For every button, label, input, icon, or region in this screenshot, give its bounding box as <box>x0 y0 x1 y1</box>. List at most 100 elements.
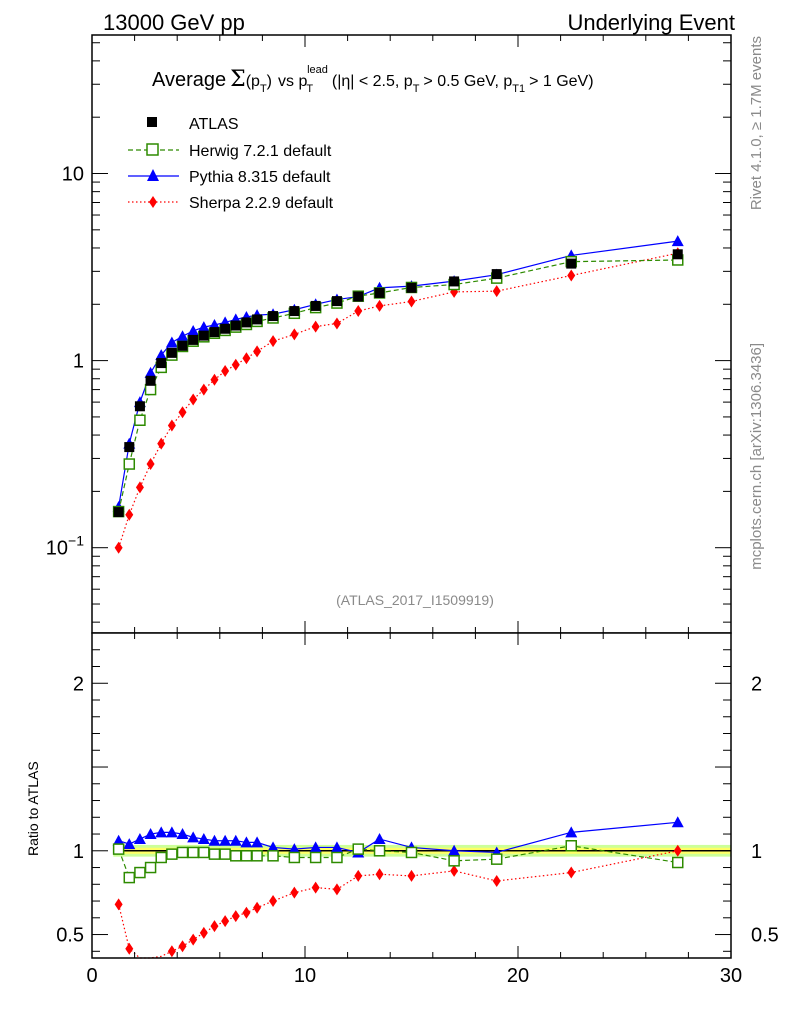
point-pythia <box>165 826 178 838</box>
title-average: Average <box>152 69 226 91</box>
legend-sherpa-label: Sherpa 2.2.9 default <box>189 195 334 212</box>
point-atlas <box>145 375 156 386</box>
point-atlas <box>166 347 177 358</box>
point-sherpa <box>253 345 262 358</box>
point-atlas <box>289 306 300 317</box>
ratio-y-tick-label-right: 2 <box>751 673 762 695</box>
point-pythia <box>155 349 168 361</box>
series-herwig <box>112 840 684 884</box>
x-tick-label: 10 <box>294 965 316 987</box>
point-atlas <box>374 287 385 298</box>
point-sherpa <box>242 352 251 365</box>
point-pythia <box>187 324 200 336</box>
point-pythia <box>176 828 189 840</box>
title-t-sub: T <box>260 83 267 95</box>
point-herwig <box>309 851 322 864</box>
point-herwig <box>112 843 125 855</box>
point-herwig <box>373 845 386 857</box>
point-sherpa <box>354 305 363 318</box>
ratio-y-tick-label-left: 2 <box>73 673 84 695</box>
x-tick-label: 0 <box>86 965 97 987</box>
point-sherpa <box>407 869 416 882</box>
point-herwig <box>267 850 279 862</box>
ratio-panel <box>92 633 732 958</box>
main-series-layer <box>112 235 684 554</box>
point-sherpa <box>157 437 166 450</box>
point-pythia <box>144 828 157 840</box>
point-atlas <box>406 282 417 293</box>
title-t-sub3: T <box>413 83 420 95</box>
point-herwig <box>240 850 253 862</box>
point-atlas <box>310 300 321 311</box>
mcplots-label: mcplots.cern.ch [arXiv:1306.3436] <box>748 343 765 570</box>
point-herwig <box>123 871 136 884</box>
point-sherpa <box>167 419 176 432</box>
legend-herwig-marker <box>146 143 159 156</box>
point-sherpa <box>375 868 384 881</box>
point-herwig <box>448 855 460 867</box>
title-pt1-cut: > 1 GeV) <box>529 73 593 90</box>
title-pt-cut: > 0.5 GeV, p <box>423 73 512 90</box>
header-collision-label: 13000 GeV pp <box>103 10 245 35</box>
point-sherpa <box>354 869 363 882</box>
point-herwig <box>155 851 167 864</box>
legend-pythia-label: Pythia 8.315 default <box>189 169 331 186</box>
point-herwig <box>187 846 199 859</box>
title-sigma: Σ <box>230 67 246 92</box>
point-pythia <box>144 366 157 378</box>
point-sherpa <box>332 317 341 330</box>
point-atlas <box>268 311 279 322</box>
point-pythia <box>165 336 178 348</box>
point-sherpa <box>311 320 320 333</box>
legend-pythia-marker <box>147 169 159 181</box>
point-herwig <box>219 848 231 860</box>
series-atlas <box>113 249 683 518</box>
point-sherpa <box>114 541 123 554</box>
point-sherpa <box>290 328 299 341</box>
point-sherpa <box>567 269 576 282</box>
point-pythia <box>288 843 301 855</box>
point-pythia <box>197 321 210 333</box>
point-pythia <box>373 833 386 845</box>
point-sherpa <box>242 906 251 919</box>
point-pythia <box>187 831 200 843</box>
point-sherpa <box>450 864 459 877</box>
title-eta: (|η| < 2.5, p <box>332 73 413 90</box>
legend: ATLAS Herwig 7.2.1 default Pythia 8.315 … <box>128 116 334 212</box>
point-sherpa <box>189 393 198 406</box>
point-sherpa <box>290 886 299 899</box>
point-sherpa <box>167 945 176 958</box>
point-herwig <box>352 843 364 855</box>
point-pythia <box>309 841 322 853</box>
point-pythia <box>229 834 242 846</box>
title-t-sub2: T <box>306 83 313 95</box>
point-pythia <box>671 235 684 247</box>
analysis-id-label: (ATLAS_2017_I1509919) <box>336 592 494 608</box>
main-axis-ticks: 10−1 1 10 <box>46 35 732 633</box>
point-atlas <box>331 296 342 307</box>
point-herwig <box>144 861 157 874</box>
legend-atlas-label: ATLAS <box>189 116 239 133</box>
ratio-y-tick-label-right: 0.5 <box>751 925 779 947</box>
point-atlas <box>220 323 231 334</box>
ratio-y-axis-label: Ratio to ATLAS <box>25 761 41 856</box>
point-atlas <box>230 320 241 331</box>
point-atlas <box>491 269 502 280</box>
point-sherpa <box>189 933 198 946</box>
point-pythia <box>133 833 146 845</box>
point-atlas <box>156 358 167 369</box>
point-herwig <box>123 458 136 470</box>
point-atlas <box>252 314 263 325</box>
point-pythia <box>251 836 264 848</box>
title-lead-sup: lead <box>307 64 328 76</box>
point-atlas <box>113 507 124 518</box>
point-pythia <box>176 330 189 342</box>
point-sherpa <box>199 383 208 396</box>
point-sherpa <box>567 866 576 879</box>
point-sherpa <box>114 898 123 911</box>
x-tick-label: 20 <box>507 965 529 987</box>
point-sherpa <box>231 910 240 923</box>
legend-atlas-marker <box>147 117 157 127</box>
series-sherpa <box>114 844 682 959</box>
point-herwig <box>144 383 157 396</box>
